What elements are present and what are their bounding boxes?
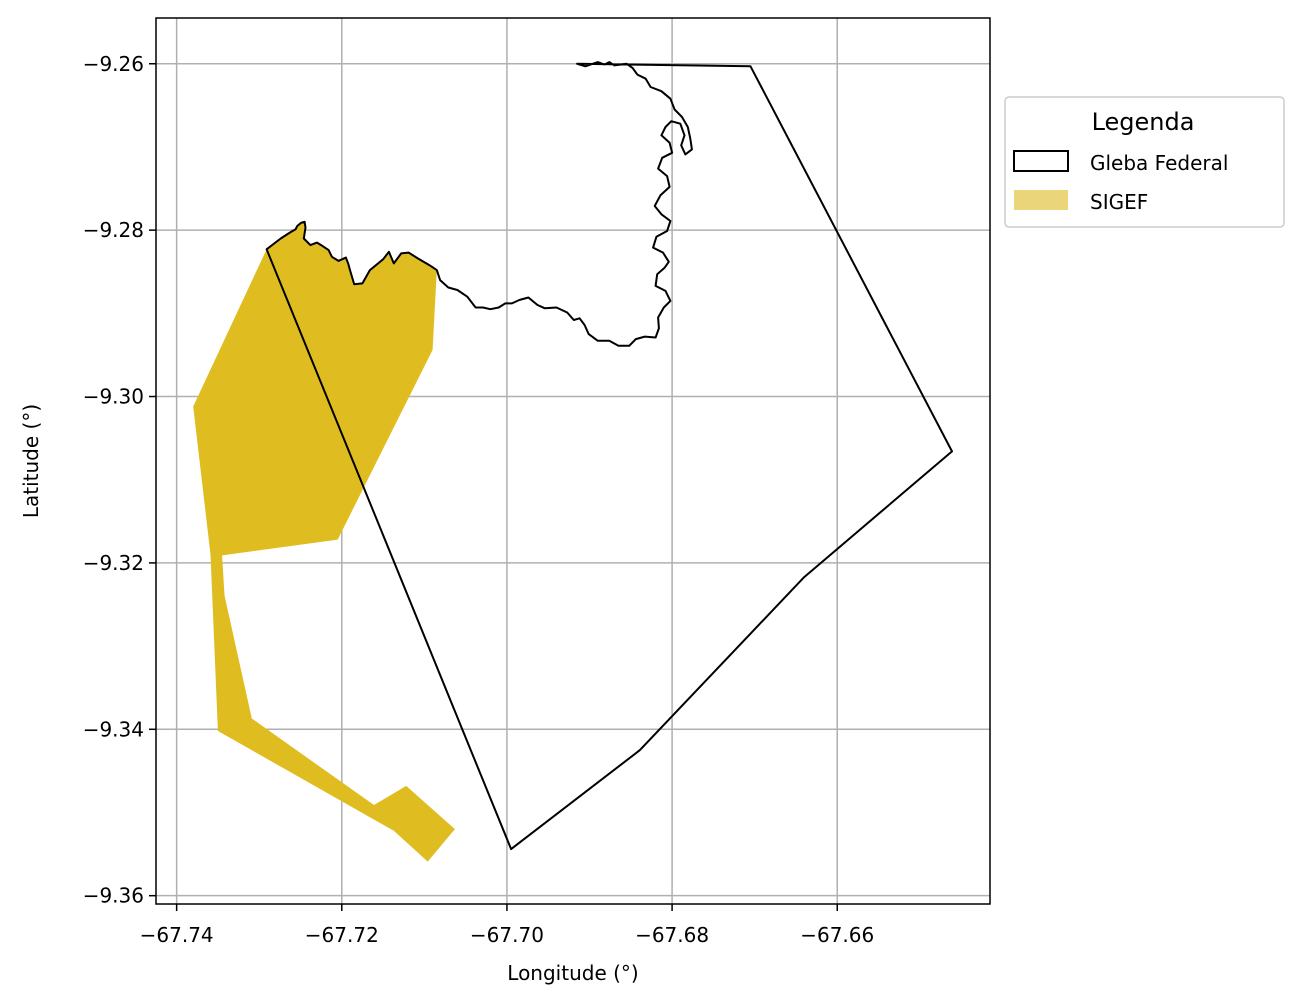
x-tick-label: −67.66	[800, 923, 874, 947]
sigef-polygon	[193, 221, 455, 862]
y-tick-label: −9.36	[83, 884, 144, 908]
x-tick-label: −67.74	[140, 923, 214, 947]
y-tick-label: −9.30	[83, 385, 144, 409]
plot-area: −67.74 −67.72 −67.70 −67.68 −67.66 −9.26−9.2…	[83, 17, 991, 947]
legend-swatch-gleba-federal	[1013, 150, 1069, 172]
legend-label-sigef: SIGEF	[1090, 190, 1148, 214]
y-tick-label: −9.34	[83, 717, 144, 741]
x-tick-label: −67.68	[635, 923, 709, 947]
legend-box	[1004, 96, 1285, 228]
legend-label-gleba-federal: Gleba Federal	[1090, 151, 1228, 175]
legend: Legenda Gleba Federal SIGEF	[1004, 96, 1285, 228]
x-tick-label: −67.72	[305, 923, 379, 947]
x-tick-label: −67.70	[470, 923, 544, 947]
y-axis-ticks: −9.26 −9.28 −9.30 −9.32 −9.34 −9.36	[83, 52, 156, 908]
legend-title: Legenda	[1092, 108, 1195, 136]
gleba-federal-polygon	[265, 61, 953, 851]
map-layers	[193, 61, 953, 862]
x-axis-ticks: −67.74 −67.72 −67.70 −67.68 −67.66	[140, 904, 874, 947]
y-tick-label: −9.26	[83, 52, 144, 76]
y-tick-label: −9.28	[83, 218, 144, 242]
legend-swatch-sigef	[1014, 190, 1068, 210]
y-tick-label: −9.32	[83, 551, 144, 575]
y-axis-label: Latitude (°)	[19, 404, 43, 518]
x-axis-label: Longitude (°)	[507, 961, 638, 985]
axes-frame	[155, 17, 991, 905]
